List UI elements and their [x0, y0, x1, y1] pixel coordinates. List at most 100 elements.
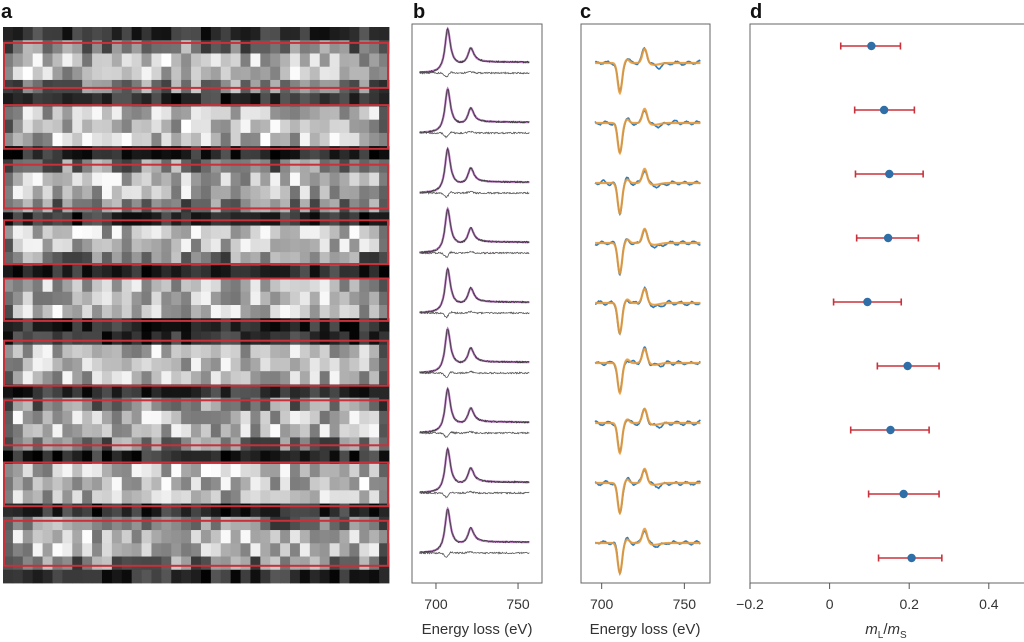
image-pixel: [141, 93, 152, 107]
image-pixel: [200, 265, 212, 279]
image-pixel: [210, 477, 222, 491]
image-pixel: [270, 225, 281, 240]
image-pixel: [62, 490, 73, 504]
image-pixel: [12, 331, 24, 346]
image-pixel: [181, 463, 192, 478]
image-pixel: [141, 225, 152, 240]
image-pixel: [161, 291, 172, 306]
image-pixel: [52, 119, 63, 134]
image-pixel: [62, 40, 73, 54]
image-pixel: [3, 278, 14, 293]
image-pixel: [111, 556, 123, 571]
image-pixel: [329, 159, 340, 174]
image-pixel: [121, 53, 133, 68]
image-pixel: [72, 569, 83, 584]
image-pixel: [161, 159, 172, 174]
image-pixel: [12, 185, 24, 200]
image-pixel: [379, 40, 390, 54]
image-pixel: [200, 53, 212, 68]
image-pixel: [52, 556, 63, 571]
image-pixel: [210, 318, 222, 332]
image-pixel: [250, 146, 261, 160]
image-pixel: [72, 543, 83, 557]
image-pixel: [3, 238, 14, 253]
image-pixel: [369, 477, 380, 491]
image-pixel: [181, 516, 192, 531]
image-pixel: [52, 463, 63, 478]
image-pixel: [12, 318, 24, 332]
image-pixel: [141, 53, 152, 68]
image-pixel: [42, 490, 53, 504]
image-pixel: [230, 463, 241, 478]
image-pixel: [151, 490, 162, 504]
image-pixel: [290, 278, 301, 293]
image-pixel: [280, 543, 291, 557]
image-pixel: [200, 212, 212, 226]
image-pixel: [220, 331, 232, 346]
image-pixel: [121, 424, 133, 438]
image-pixel: [329, 503, 340, 518]
image-pixel: [131, 79, 142, 94]
image-pixel: [22, 331, 34, 346]
image-pixel: [240, 490, 251, 504]
image-pixel: [280, 477, 291, 491]
image-pixel: [42, 305, 53, 319]
image-pixel: [32, 185, 43, 200]
image-pixel: [280, 437, 291, 452]
image-pixel: [72, 252, 83, 266]
image-pixel: [250, 543, 261, 557]
image-pixel: [151, 357, 162, 372]
image-pixel: [101, 119, 113, 134]
image-pixel: [191, 463, 202, 478]
panel-b-xlabel: Energy loss (eV): [422, 621, 533, 638]
image-pixel: [22, 132, 34, 147]
image-pixel: [121, 569, 133, 584]
image-pixel: [200, 27, 212, 41]
image-pixel: [210, 530, 222, 544]
image-pixel: [210, 185, 222, 200]
image-pixel: [32, 119, 43, 134]
image-pixel: [379, 463, 390, 478]
image-pixel: [270, 318, 281, 332]
image-pixel: [101, 172, 113, 187]
image-pixel: [62, 543, 73, 557]
image-pixel: [181, 543, 192, 557]
image-pixel: [32, 371, 43, 385]
image-pixel: [32, 543, 43, 557]
image-pixel: [171, 490, 182, 504]
image-pixel: [12, 225, 24, 240]
image-pixel: [290, 66, 301, 81]
image-pixel: [299, 93, 311, 107]
image-pixel: [319, 371, 331, 385]
image-pixel: [151, 291, 162, 306]
image-pixel: [82, 66, 93, 81]
image-pixel: [92, 305, 103, 319]
image-pixel: [379, 437, 390, 452]
image-pixel: [82, 331, 93, 346]
image-pixel: [111, 384, 123, 399]
image-pixel: [220, 318, 232, 332]
image-pixel: [240, 119, 251, 134]
image-pixel: [111, 252, 123, 266]
image-pixel: [151, 344, 162, 359]
image-pixel: [12, 424, 24, 438]
image-pixel: [379, 397, 390, 412]
spectrum-data-1: [419, 27, 530, 74]
image-pixel: [42, 265, 53, 279]
image-pixel: [250, 53, 261, 68]
image-pixel: [309, 79, 321, 94]
image-pixel: [72, 371, 83, 385]
image-pixel: [191, 159, 202, 174]
image-pixel: [270, 291, 281, 306]
image-pixel: [131, 40, 142, 54]
highlight-box-9: [3, 519, 389, 567]
spectrum-difference-3: [419, 190, 530, 198]
image-pixel: [62, 410, 73, 425]
image-pixel: [299, 119, 311, 134]
image-pixel: [220, 119, 232, 134]
image-pixel: [270, 371, 281, 385]
image-pixel: [260, 437, 271, 452]
image-pixel: [309, 331, 321, 346]
image-pixel: [299, 344, 311, 359]
image-pixel: [32, 27, 43, 41]
